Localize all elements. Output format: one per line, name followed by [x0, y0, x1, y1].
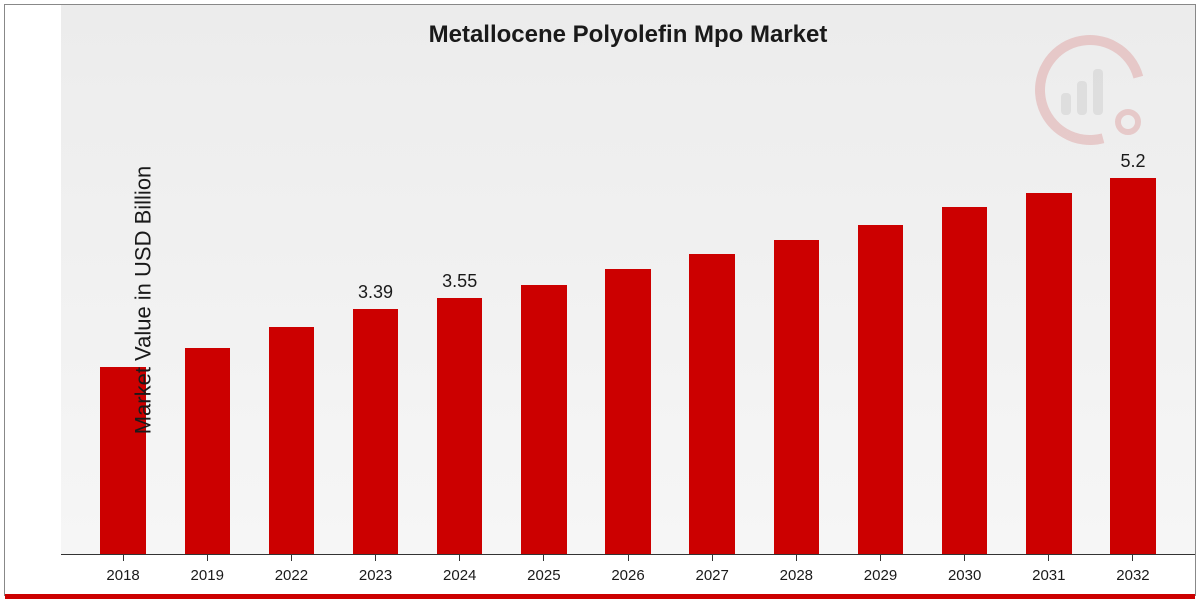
- tick-mark: [964, 555, 965, 561]
- bars-region: 3.39 3.55 5.2: [81, 120, 1175, 555]
- bar: [521, 285, 566, 555]
- x-tick: 2019: [165, 555, 249, 595]
- x-tick: 2022: [249, 555, 333, 595]
- x-tick: 2028: [754, 555, 838, 595]
- tick-mark: [459, 555, 460, 561]
- bar-slot: [1007, 120, 1091, 555]
- bar: [437, 298, 482, 555]
- tick-mark: [543, 555, 544, 561]
- x-tick-label: 2025: [527, 567, 560, 584]
- tick-mark: [880, 555, 881, 561]
- x-tick-label: 2022: [275, 567, 308, 584]
- bar-slot: 3.39: [333, 120, 417, 555]
- bar: [1110, 178, 1155, 555]
- bar: [605, 269, 650, 555]
- bar-slot: [502, 120, 586, 555]
- x-tick: 2029: [838, 555, 922, 595]
- bar-value-label: 5.2: [1120, 151, 1145, 172]
- bar-slot: [165, 120, 249, 555]
- x-tick-label: 2026: [611, 567, 644, 584]
- tick-mark: [207, 555, 208, 561]
- bar-slot: [249, 120, 333, 555]
- bar-slot: [923, 120, 1007, 555]
- bar: [1026, 193, 1071, 556]
- logo-bars-icon: [1061, 69, 1103, 115]
- bar-slot: [586, 120, 670, 555]
- x-tick: 2031: [1007, 555, 1091, 595]
- x-tick-label: 2027: [695, 567, 728, 584]
- x-tick-label: 2032: [1116, 567, 1149, 584]
- x-tick-label: 2028: [780, 567, 813, 584]
- bar-value-label: 3.55: [442, 271, 477, 292]
- plot-area: Metallocene Polyolefin Mpo Market 3.393.…: [61, 5, 1195, 555]
- tick-mark: [628, 555, 629, 561]
- tick-mark: [375, 555, 376, 561]
- x-tick-label: 2029: [864, 567, 897, 584]
- x-axis: 2018 2019 2022 2023 2024 2025 2026 2027 2028 2029…: [81, 555, 1175, 595]
- bar-slot: 3.55: [418, 120, 502, 555]
- x-tick-label: 2030: [948, 567, 981, 584]
- x-tick-label: 2031: [1032, 567, 1065, 584]
- x-tick: 2018: [81, 555, 165, 595]
- bar: [689, 254, 734, 555]
- x-tick: 2032: [1091, 555, 1175, 595]
- x-tick: 2023: [333, 555, 417, 595]
- x-tick-label: 2019: [191, 567, 224, 584]
- x-tick: 2025: [502, 555, 586, 595]
- chart-title: Metallocene Polyolefin Mpo Market: [61, 21, 1195, 49]
- x-tick: 2027: [670, 555, 754, 595]
- tick-mark: [712, 555, 713, 561]
- tick-mark: [123, 555, 124, 561]
- bar-slot: [670, 120, 754, 555]
- bar-value-label: 3.39: [358, 282, 393, 303]
- x-tick-label: 2018: [106, 567, 139, 584]
- bar: [185, 348, 230, 555]
- x-tick: 2026: [586, 555, 670, 595]
- y-axis-label: Market Value in USD Billion: [130, 166, 156, 435]
- chart-container: Metallocene Polyolefin Mpo Market 3.393.…: [4, 4, 1196, 596]
- footer-stripe: [5, 594, 1195, 599]
- x-tick: 2030: [923, 555, 1007, 595]
- tick-mark: [1132, 555, 1133, 561]
- tick-mark: [291, 555, 292, 561]
- tick-mark: [1048, 555, 1049, 561]
- x-tick: 2024: [418, 555, 502, 595]
- bar: [858, 225, 903, 555]
- bar: [942, 207, 987, 555]
- bar: [269, 327, 314, 555]
- tick-mark: [796, 555, 797, 561]
- bar-slot: 5.2: [1091, 120, 1175, 555]
- bar: [774, 240, 819, 555]
- x-tick-label: 2024: [443, 567, 476, 584]
- x-tick-label: 2023: [359, 567, 392, 584]
- bar-slot: [838, 120, 922, 555]
- bar: [353, 309, 398, 555]
- bar-slot: [754, 120, 838, 555]
